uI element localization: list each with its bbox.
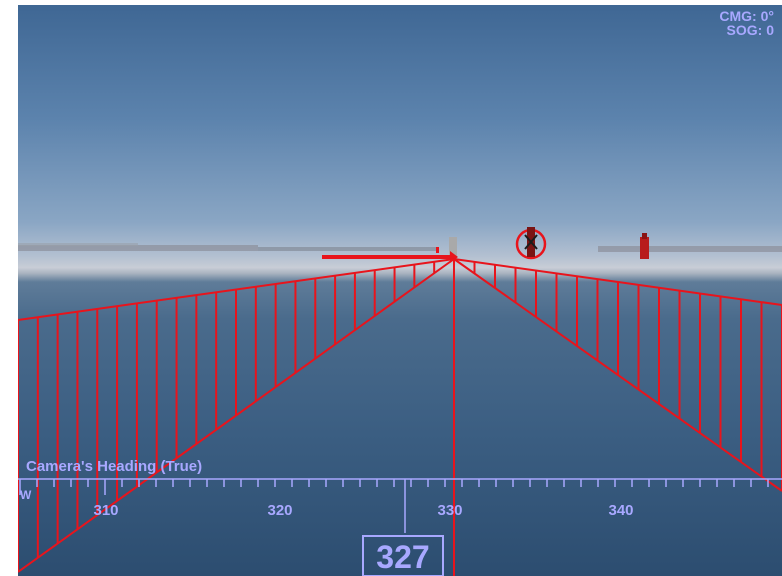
tick-label-340: 340: [608, 502, 634, 519]
camera-view: CMG: 0° SOG: 0 Camera's Heading (True) W…: [18, 5, 782, 576]
cog-readout: CMG: 0° SOG: 0: [719, 9, 774, 37]
right-guide-fan: [453, 258, 782, 492]
compass-west-label: W: [20, 488, 32, 502]
buoy-icon[interactable]: [640, 233, 649, 259]
tick-label-320: 320: [267, 502, 293, 519]
current-heading-display: 327: [362, 535, 444, 576]
tick-label-330: 330: [437, 502, 463, 519]
circled-buoy-icon[interactable]: [515, 227, 547, 260]
compass-scale-icon: [18, 478, 782, 533]
center-post: [449, 237, 457, 259]
ar-overlay: [18, 227, 782, 576]
distant-shoreline: [18, 243, 782, 252]
left-guide-fan: [18, 258, 455, 573]
camera-heading-label: Camera's Heading (True): [26, 458, 203, 475]
sog-value: SOG: 0: [726, 22, 774, 38]
tick-label-310: 310: [93, 502, 119, 519]
small-marker: [436, 247, 439, 253]
cmg-value: CMG: 0°: [719, 8, 774, 24]
